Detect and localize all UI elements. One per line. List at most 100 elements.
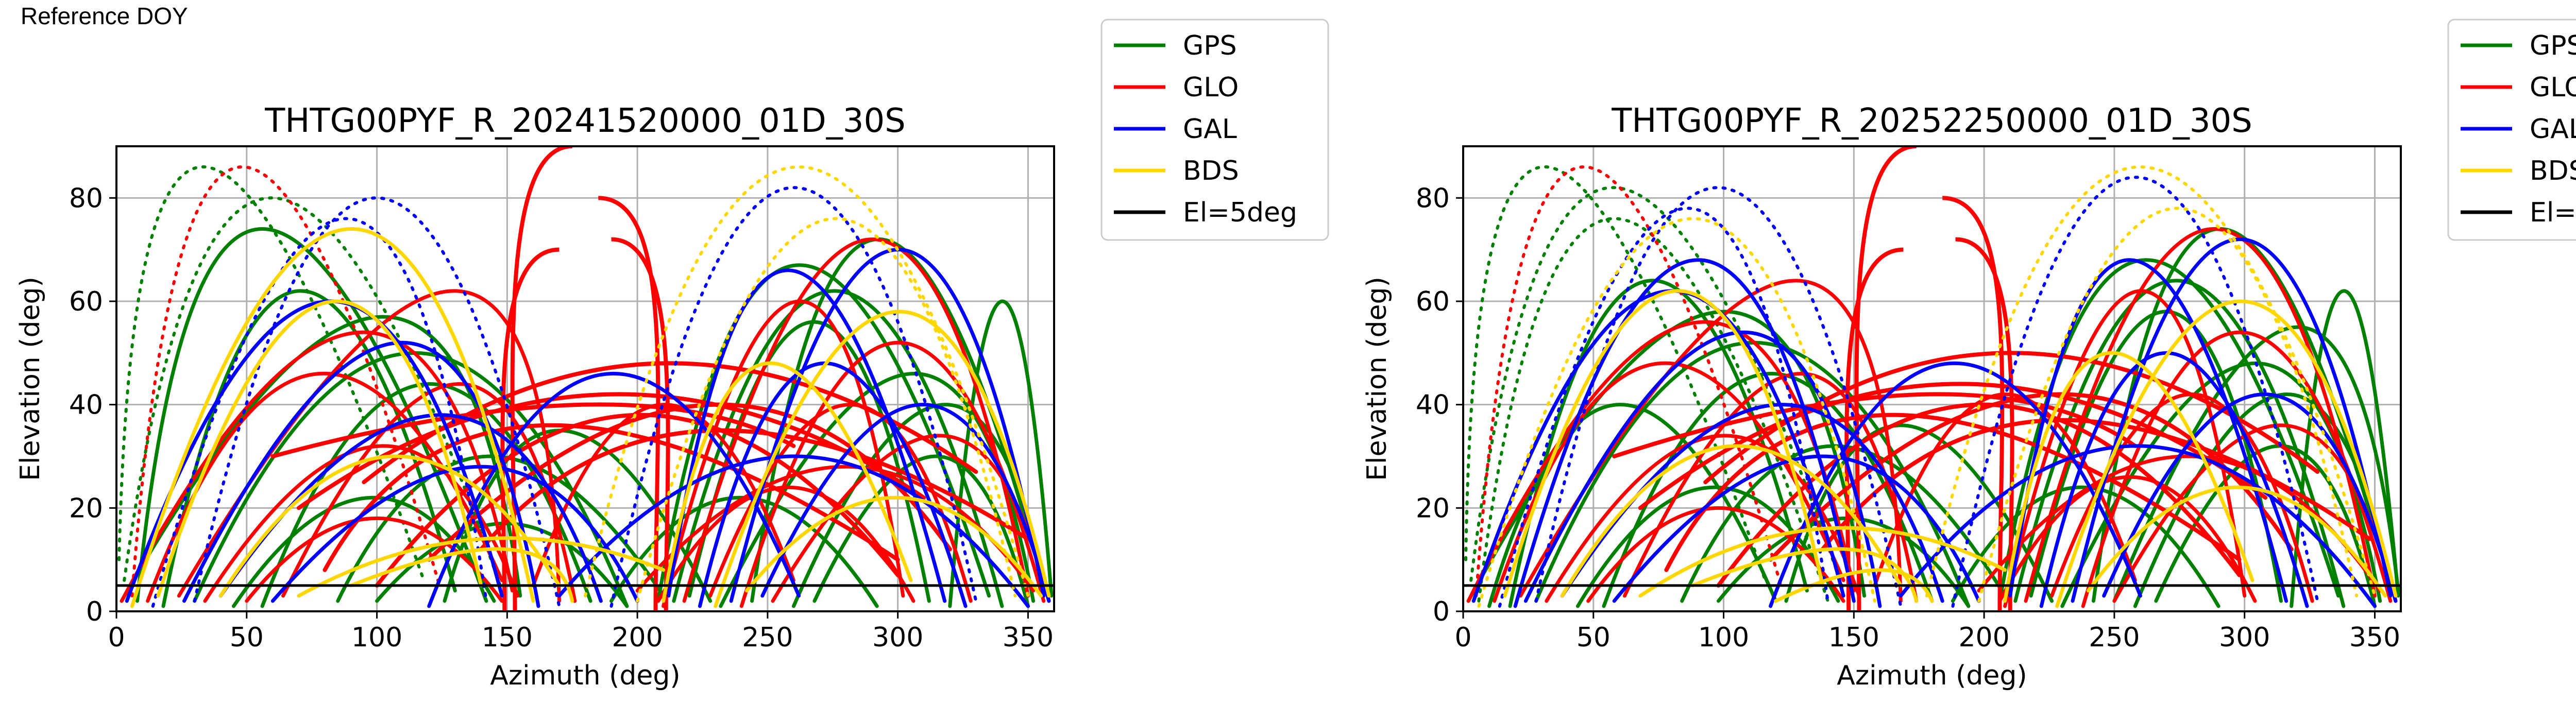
- x-tick-label: 100: [1698, 622, 1749, 653]
- arc-glo: [531, 403, 795, 588]
- arc-gal: [270, 465, 639, 603]
- legend: GPS GLO GAL BDS El=5deg: [2447, 19, 2576, 241]
- arc-bds: [297, 536, 666, 598]
- legend-label: El=5deg: [2530, 197, 2576, 228]
- arc-glo: [1475, 165, 1783, 597]
- axes-frame: [1462, 145, 2402, 612]
- arc-bds: [1503, 289, 1825, 598]
- arc-gps: [1464, 165, 1767, 582]
- plot-area: [117, 146, 1054, 611]
- x-tick-label: 300: [872, 622, 923, 653]
- arc-bds: [2003, 351, 2255, 603]
- arc-gal: [1498, 207, 1829, 608]
- legend-label: GLO: [2530, 72, 2576, 103]
- arc-glo: [270, 402, 796, 458]
- arc-bds: [1477, 217, 1876, 608]
- arc-glo: [479, 428, 1030, 552]
- x-tick-label: 350: [1003, 622, 1054, 653]
- arc-glo: [375, 413, 900, 588]
- x-tick-label: 100: [351, 622, 402, 653]
- x-tick-label: 200: [612, 622, 663, 653]
- chart-panel-2: 0 50 100 150 200 250 300 350 0 20 40 60 80 THTG00PYF_…: [1362, 19, 2576, 691]
- arc-gps: [1508, 279, 1809, 608]
- axes-frame: [115, 145, 1055, 612]
- arc-gps: [948, 299, 1054, 608]
- y-tick-label: 80: [69, 183, 103, 214]
- arc-gal: [193, 196, 561, 608]
- arc-bds: [2086, 485, 2387, 598]
- arc-gps: [2013, 279, 2346, 608]
- arc-glo: [1955, 237, 2014, 611]
- arc-gal: [1612, 454, 1981, 603]
- y-tick-label: 40: [1416, 390, 1450, 421]
- arc-gps: [1680, 444, 2007, 603]
- arc-bds: [714, 310, 1051, 608]
- x-tick-label: 150: [482, 622, 533, 653]
- arc-glo: [1997, 475, 2257, 603]
- x-tick-label: 250: [2089, 622, 2140, 653]
- arc-glo: [120, 330, 514, 603]
- arc-glo: [1844, 247, 1904, 611]
- x-tick-label: 300: [2219, 622, 2270, 653]
- legend-box: [1100, 19, 1329, 241]
- arc-glo: [1518, 279, 1903, 603]
- arc-gps: [2290, 289, 2400, 608]
- x-tick-label: 50: [1577, 622, 1611, 653]
- arc-glo: [598, 196, 660, 611]
- legend-label: BDS: [1183, 156, 1239, 186]
- arc-gps: [1951, 485, 2221, 608]
- arc-gal: [1513, 258, 1856, 608]
- arc-glo: [296, 392, 926, 510]
- arc-gal: [557, 454, 1030, 608]
- arc-bds: [218, 454, 561, 598]
- series-bds: [130, 165, 1051, 608]
- arc-bds: [744, 495, 1043, 598]
- series-glo: [1466, 146, 2398, 611]
- arc-gps: [120, 315, 522, 603]
- arc-gps: [336, 454, 666, 603]
- x-tick-label: 150: [1828, 622, 1879, 653]
- arc-gps: [2112, 325, 2400, 603]
- arc-gal: [667, 268, 947, 603]
- arc-glo: [1664, 413, 2242, 572]
- arc-bds: [584, 165, 1030, 597]
- x-tick-label: 250: [742, 622, 793, 653]
- arc-gal: [1899, 444, 2377, 608]
- series-gal: [125, 186, 1051, 608]
- x-tick-label: 0: [1454, 622, 1471, 653]
- chart-panel-1: 0 50 100 150 200 250 300 350 0 20 40 60 80 THTG00PYF_…: [15, 19, 1329, 691]
- arc-gps: [1575, 485, 1840, 608]
- y-tick-label: 60: [1416, 286, 1450, 317]
- arc-gal: [609, 186, 978, 608]
- arc-gps: [812, 454, 1030, 608]
- arc-bds: [662, 361, 913, 603]
- arc-gal: [2102, 392, 2398, 603]
- chart-title: THTG00PYF_R_20252250000_01D_30S: [1611, 102, 2252, 140]
- legend-box: [2447, 19, 2576, 241]
- arc-gal: [151, 217, 488, 608]
- arc-gps: [1469, 186, 1845, 592]
- arc-gal: [1523, 330, 1882, 608]
- arc-glo: [2024, 227, 2377, 603]
- arc-glo: [1873, 392, 2137, 588]
- y-tick-label: 60: [69, 286, 103, 317]
- arc-bds: [1560, 444, 1903, 598]
- x-tick-label: 50: [230, 622, 264, 653]
- y-tick-label: 0: [86, 596, 103, 627]
- arc-gps: [123, 196, 504, 592]
- arc-gal: [2071, 237, 2393, 603]
- y-tick-label: 80: [1416, 183, 1450, 214]
- series-bds: [1477, 165, 2398, 608]
- arc-glo: [130, 165, 441, 597]
- arc-bds: [130, 227, 535, 608]
- arc-bds: [1638, 526, 2007, 598]
- arc-glo: [1545, 434, 1861, 603]
- legend-label: GPS: [2530, 30, 2576, 61]
- x-axis-label: Azimuth (deg): [490, 660, 680, 691]
- arc-bds: [2055, 299, 2398, 608]
- y-tick-label: 20: [1416, 493, 1450, 524]
- arc-glo: [281, 382, 577, 603]
- arc-glo: [323, 423, 900, 572]
- arc-gps: [1487, 403, 1778, 608]
